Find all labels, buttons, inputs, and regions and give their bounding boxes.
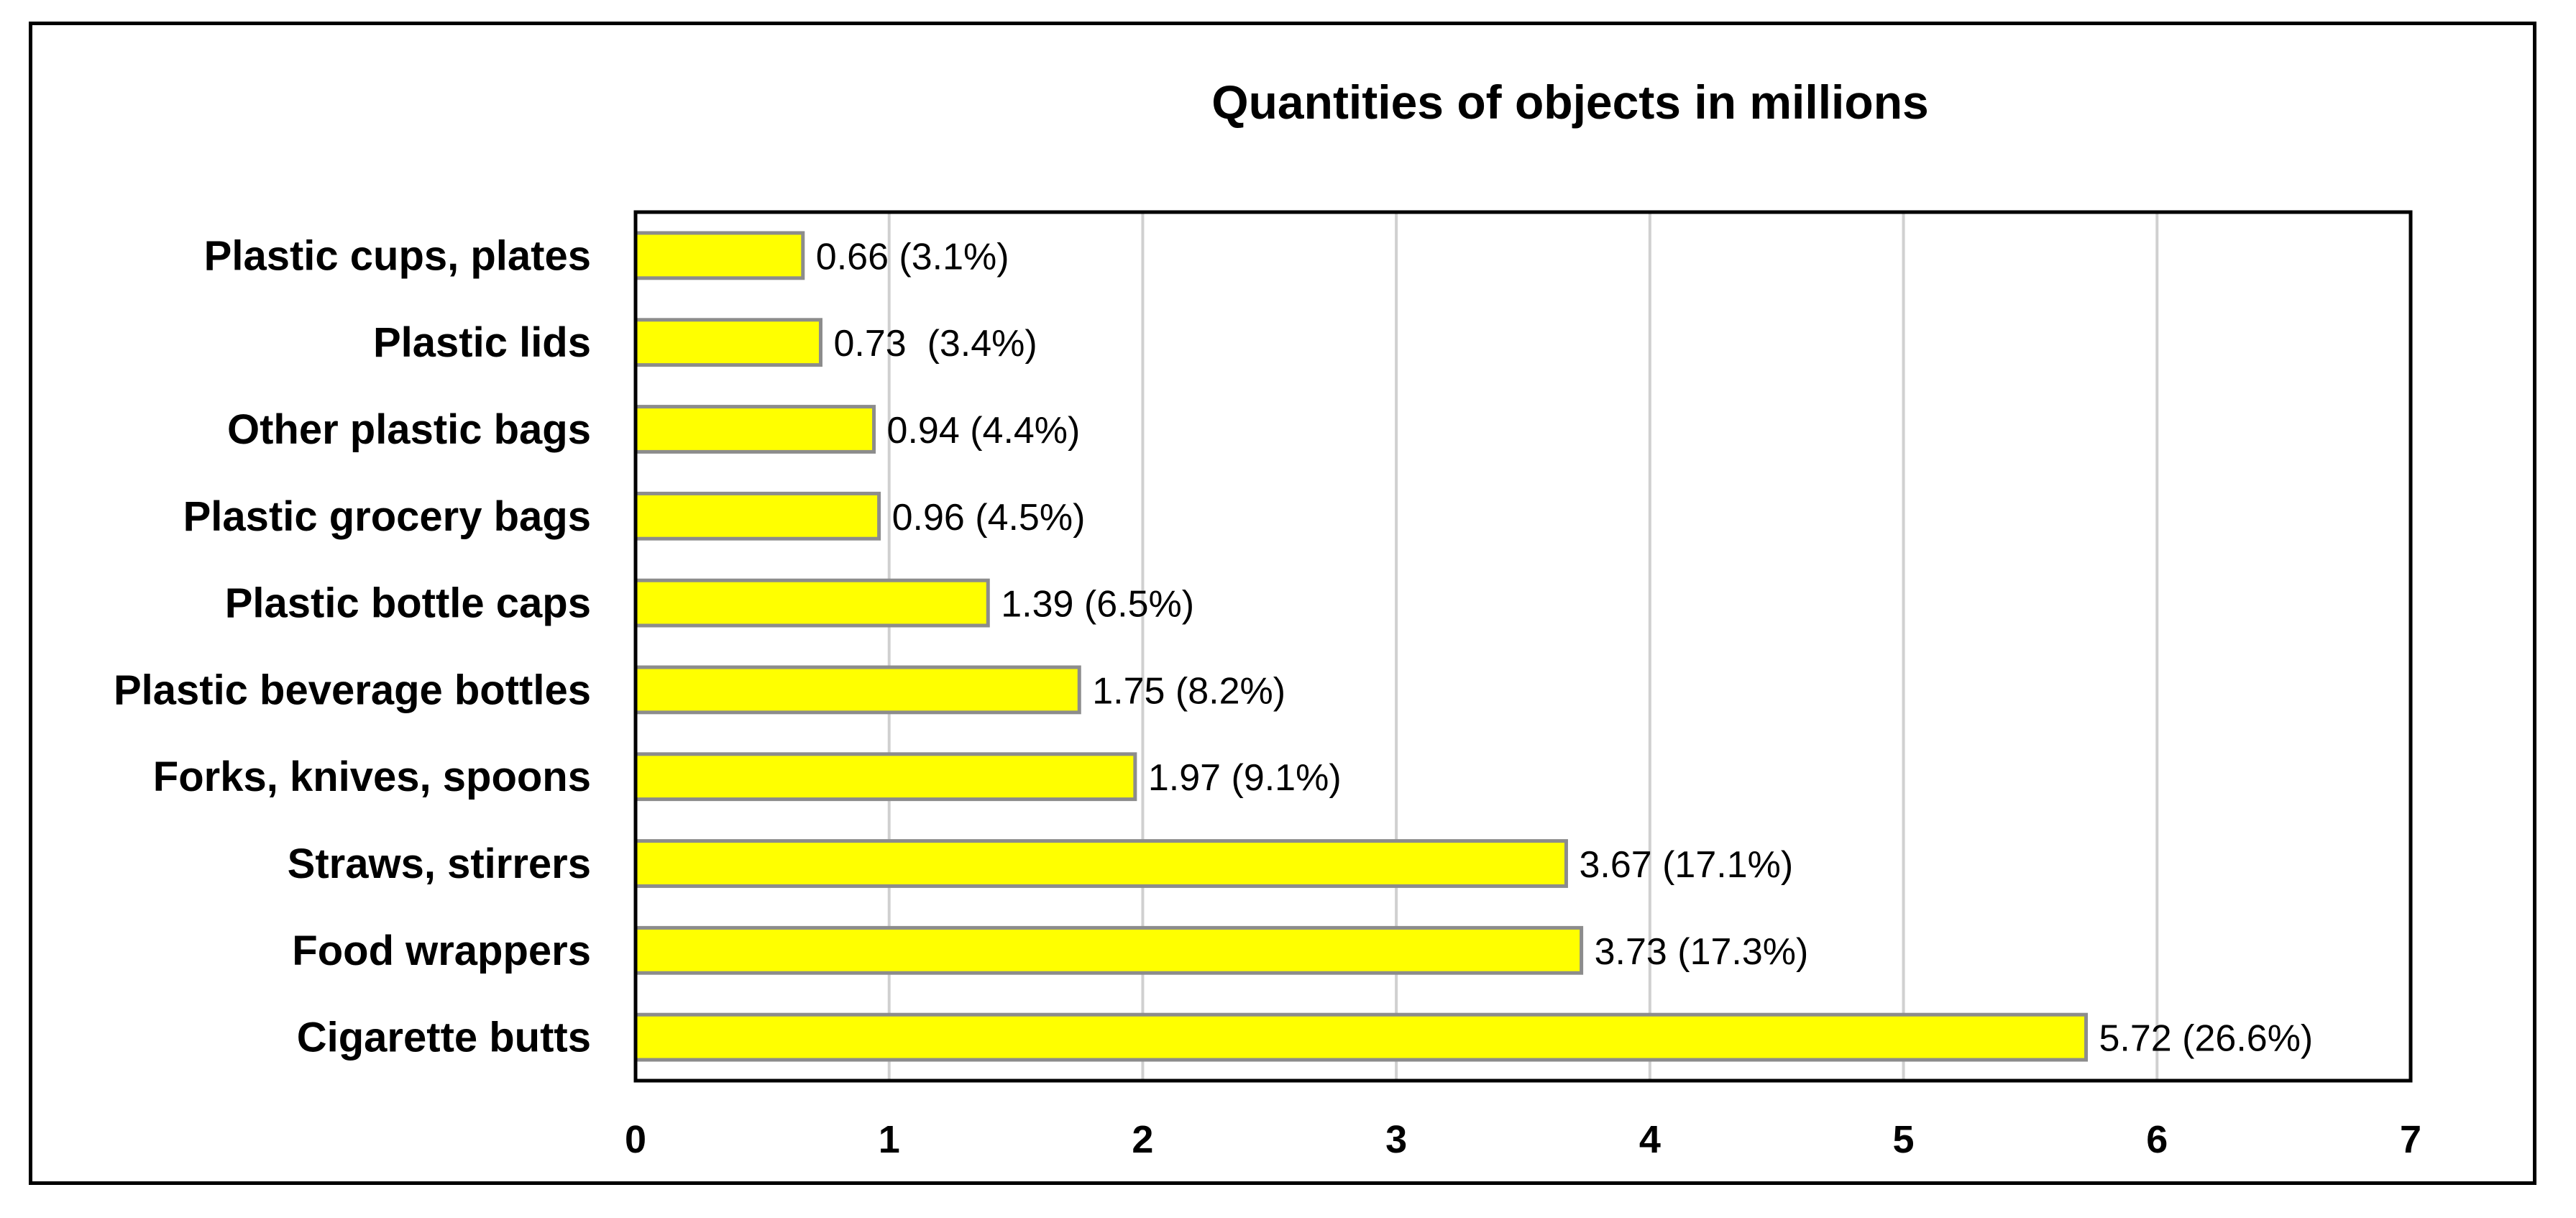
bar — [633, 318, 822, 367]
data-label: 3.67 (17.1%) — [1579, 844, 1793, 886]
data-label: 0.73 (3.4%) — [833, 323, 1037, 365]
category-label: Plastic cups, plates — [204, 232, 591, 279]
bar — [633, 752, 1137, 802]
category-labels: Plastic cups, plates Plastic lids Other pl… — [114, 232, 591, 1061]
chart-title: Quantities of objects in millions — [1211, 75, 1928, 129]
chart-frame: Quantities of objects in millions Plasti… — [29, 22, 2536, 1185]
category-label: Plastic beverage bottles — [114, 667, 591, 713]
chart-svg: Quantities of objects in millions Plasti… — [114, 75, 2421, 1161]
x-axis-tick-labels: 0 1 2 3 4 5 6 7 — [625, 1118, 2421, 1161]
category-label: Plastic lids — [373, 319, 591, 366]
data-label: 1.75 (8.2%) — [1092, 670, 1285, 712]
x-tick-label: 1 — [879, 1118, 900, 1161]
bar — [633, 665, 1081, 715]
bar — [633, 231, 805, 280]
category-label: Plastic grocery bags — [183, 493, 591, 540]
bar — [633, 925, 1584, 975]
bar — [633, 1012, 2089, 1062]
data-label: 1.39 (6.5%) — [1001, 584, 1194, 626]
category-label: Forks, knives, spoons — [153, 754, 591, 800]
plot-area-border — [633, 210, 2413, 1083]
x-tick-label: 5 — [1893, 1118, 1915, 1161]
category-label: Straws, stirrers — [288, 841, 591, 887]
category-label: Cigarette butts — [297, 1015, 591, 1061]
x-tick-label: 2 — [1132, 1118, 1153, 1161]
bar — [633, 405, 876, 454]
data-label: 1.97 (9.1%) — [1148, 757, 1342, 799]
category-label: Plastic bottle caps — [225, 580, 591, 627]
bar — [633, 491, 881, 541]
x-tick-label: 6 — [2146, 1118, 2168, 1161]
bar — [633, 839, 1568, 888]
data-label: 0.94 (4.4%) — [887, 410, 1081, 452]
x-tick-label: 4 — [1639, 1118, 1661, 1161]
data-labels: 0.66 (3.1%) 0.73 (3.4%) 0.94 (4.4%) 0.96 (4… — [816, 236, 2313, 1059]
data-label: 5.72 (26.6%) — [2099, 1018, 2314, 1060]
x-tick-label: 3 — [1385, 1118, 1407, 1161]
data-label: 0.66 (3.1%) — [816, 236, 1009, 278]
category-label: Food wrappers — [292, 928, 591, 974]
data-label: 3.73 (17.3%) — [1595, 931, 1809, 973]
x-tick-label: 0 — [625, 1118, 646, 1161]
bars — [633, 231, 2089, 1062]
data-label: 0.96 (4.5%) — [892, 497, 1086, 539]
x-tick-label: 7 — [2400, 1118, 2421, 1161]
category-label: Other plastic bags — [227, 406, 591, 453]
bar — [633, 578, 990, 628]
